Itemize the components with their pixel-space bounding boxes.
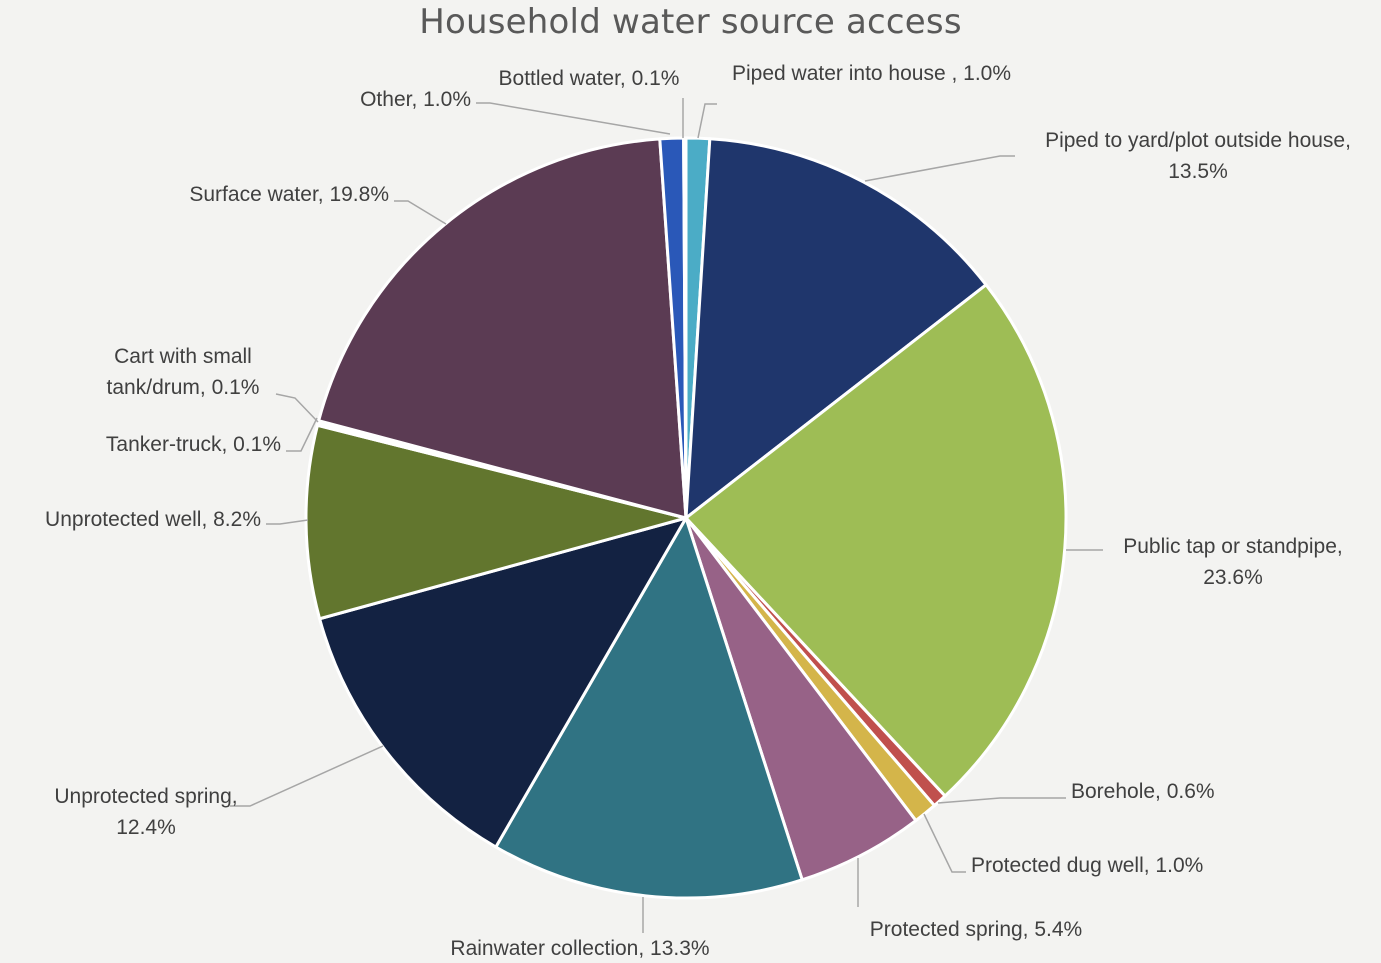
data-label-piped-water-into-house: Piped water into house , 1.0%	[732, 62, 1011, 85]
leader-line-unprotected-spring	[230, 745, 384, 807]
slice-unprotected-spring	[318, 516, 688, 849]
slice-surface-water	[317, 137, 688, 520]
data-label-unprotected-well: Unprotected well, 8.2%	[45, 508, 261, 531]
leader-line-protected-dug-well	[923, 813, 966, 873]
data-label-tanker-truck: Tanker-truck, 0.1%	[106, 433, 281, 456]
slice-public-tap-or-standpipe	[684, 283, 1068, 798]
data-labels: Piped water into house , 1.0% Piped to ya…	[45, 62, 1351, 960]
data-label-rainwater-collection: Rainwater collection, 13.3%	[450, 937, 709, 960]
data-label-line: Rainwater collection, 13.3%	[450, 937, 709, 960]
slice-piped-to-yard-plot-outside-house	[684, 137, 988, 520]
data-label-other: Other, 1.0%	[360, 88, 471, 111]
leader-line-piped-water-into-house	[697, 103, 717, 139]
leader-line-unprotected-well	[266, 519, 309, 525]
data-label-protected-dug-well: Protected dug well, 1.0%	[971, 854, 1203, 877]
leader-line-borehole	[937, 797, 1066, 804]
data-label-line: Protected dug well, 1.0%	[971, 854, 1203, 877]
data-label-line: tank/drum, 0.1%	[107, 376, 260, 399]
data-label-borehole: Borehole, 0.6%	[1071, 780, 1215, 803]
data-label-line: Other, 1.0%	[360, 88, 471, 111]
leader-line-surface-water	[394, 200, 447, 225]
data-label-unprotected-spring: Unprotected spring, 12.4%	[54, 785, 237, 839]
data-label-line: Piped to yard/plot outside house,	[1045, 129, 1351, 152]
data-label-line: Bottled water, 0.1%	[499, 67, 680, 90]
data-label-line: 13.5%	[1168, 160, 1228, 183]
leader-line-piped-to-yard-plot-outside-house	[864, 155, 1015, 182]
data-label-public-tap-or-standpipe: Public tap or standpipe, 23.6%	[1123, 535, 1342, 589]
data-label-line: 23.6%	[1203, 566, 1263, 589]
data-label-line: Tanker-truck, 0.1%	[106, 433, 281, 456]
data-label-line: Piped water into house , 1.0%	[732, 62, 1011, 85]
data-label-line: Unprotected spring,	[54, 785, 237, 808]
data-label-bottled-water: Bottled water, 0.1%	[499, 67, 680, 90]
slice-bottled-water	[682, 136, 688, 520]
data-label-line: Surface water, 19.8%	[189, 183, 389, 206]
data-label-protected-spring: Protected spring, 5.4%	[870, 918, 1082, 941]
data-label-cart-with-small-tank-drum: Cart with small tank/drum, 0.1%	[107, 345, 260, 399]
data-label-line: Protected spring, 5.4%	[870, 918, 1082, 941]
data-label-line: 12.4%	[116, 816, 176, 839]
data-label-line: Borehole, 0.6%	[1071, 780, 1215, 803]
slice-rainwater-collection	[494, 516, 804, 900]
data-label-surface-water: Surface water, 19.8%	[189, 183, 389, 206]
leader-line-tanker-truck	[286, 417, 318, 452]
data-label-line: Unprotected well, 8.2%	[45, 508, 261, 531]
pie-slices	[304, 136, 1068, 900]
leader-line-cart-with-small-tank-drum	[275, 393, 319, 423]
chart-title: Household water source access	[419, 2, 962, 42]
leader-line-other	[476, 102, 671, 135]
data-label-piped-to-yard-plot-outside-house: Piped to yard/plot outside house, 13.5%	[1045, 129, 1351, 183]
data-label-line: Cart with small	[114, 345, 252, 368]
slice-unprotected-well	[304, 423, 688, 621]
data-label-line: Public tap or standpipe,	[1123, 535, 1342, 558]
